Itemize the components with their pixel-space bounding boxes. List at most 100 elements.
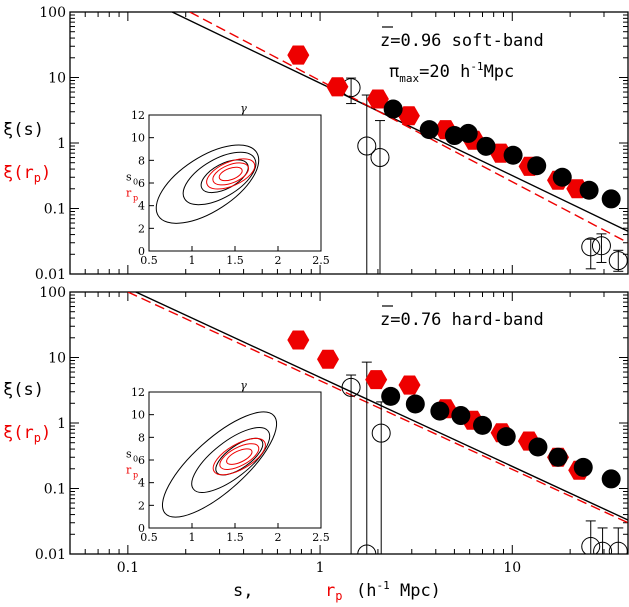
black-circle-point (579, 180, 599, 200)
y-label-xi-s: ξ(s) (3, 380, 44, 400)
y-tick-label: 1 (57, 136, 66, 152)
inset-s0-label: s (126, 447, 132, 460)
inset-gamma-label: γ (240, 379, 247, 392)
open-circle-point (608, 251, 628, 271)
inset-contour-rp (226, 448, 253, 465)
inset-s0-label: s (126, 170, 132, 183)
power-law-fit-s (171, 12, 628, 232)
y-tick-label: 10 (48, 351, 66, 367)
y-label-xi-rp: ξ(rp) (3, 163, 51, 185)
black-circle-point (601, 469, 621, 489)
open-circle-point (593, 541, 613, 554)
inset-x-tick-label: 1 (189, 531, 196, 544)
black-circle-point (419, 120, 439, 140)
black-circle-point (601, 189, 621, 209)
y-label-xi-r: ξ(r (3, 163, 34, 183)
plot-area (127, 292, 628, 554)
x-tick-label: 0.1 (117, 560, 139, 576)
open-circle-point (581, 237, 601, 257)
inset-y-tick-label: 2 (138, 499, 145, 512)
y-tick-label: 1 (57, 416, 66, 432)
y-label-xi-r: ξ(r (3, 423, 34, 443)
x-units-h: (h (356, 581, 376, 601)
open-circle-point (341, 377, 361, 397)
inset-contour-rp (218, 166, 243, 182)
black-circle-point (503, 145, 523, 165)
y-tick-label: 0.1 (44, 202, 66, 218)
inset-contour-s (215, 437, 264, 476)
inset-contour-rp (219, 443, 260, 470)
y-tick-label: 100 (39, 285, 66, 301)
y-tick-label: 100 (39, 5, 66, 21)
open-circle-point (357, 136, 377, 156)
power-law-fit-rp (127, 292, 628, 524)
pi-unit: Mpc (484, 62, 515, 82)
x-tick-label: 1 (316, 560, 325, 576)
inset-x-tick-label: 1.5 (226, 531, 244, 544)
x-label-rp: rp (325, 581, 342, 603)
bottom-annotation: z=0.76 hard-band (380, 305, 544, 330)
inset-frame (148, 391, 322, 529)
black-circle-point (473, 415, 493, 435)
x-units-exponent: -1 (376, 579, 389, 592)
black-circle-point (548, 447, 568, 467)
x-label-s: s, (233, 581, 253, 601)
inset-x-tick-label: 2.5 (312, 531, 330, 544)
y-label-p-subscript: p (34, 171, 41, 185)
inset-rp-label: r (126, 186, 132, 199)
top-annotation-line2: πmax=20 h-1Mpc (389, 60, 514, 85)
inset-contour-s (155, 144, 260, 224)
red-hexagon-point (287, 330, 310, 350)
inset-y-tick-label: 2 (138, 222, 145, 235)
inset-y-tick-label: 0 (138, 245, 145, 258)
y-label-close: ) (41, 423, 51, 443)
x-tick-label: 10 (503, 560, 521, 576)
open-circle-point (591, 236, 611, 256)
inset-y-tick-label: 4 (138, 477, 145, 490)
red-hexagon-point (326, 77, 349, 97)
black-circle-point (405, 394, 425, 414)
inset-s0-subscript: 0 (133, 454, 138, 463)
y-label-xi-s: ξ(s) (3, 120, 44, 140)
bottom-annotation-line1: z=0.76 hard-band (380, 310, 544, 330)
inset-y-tick-label: 4 (138, 200, 145, 213)
inset-contour-s (182, 151, 257, 206)
bottom-panel: 0.01 0.1 1 10 100 0.1 1 10 0.5 1 1.5 2 2.5 0 2 4 6 8 10 12 γ… (35, 285, 629, 576)
inset-y-tick-label: 0 (138, 522, 145, 535)
black-circle-point (430, 401, 450, 421)
black-circle-point (552, 167, 572, 187)
y-tick-label: 10 (48, 71, 66, 87)
inset-y-tick-label: 12 (131, 386, 145, 399)
inset-x-tick-label: 1 (189, 254, 196, 267)
black-circle-point (528, 437, 548, 457)
x-axis-label: s, rp (h-1 Mpc) (233, 579, 441, 603)
black-circle-point (527, 156, 547, 176)
x-label-p-subscript: p (335, 589, 342, 603)
pi-value: =20 h (419, 62, 470, 82)
bottom-y-axis-labels: ξ(s) ξ(rp) (3, 380, 51, 445)
inset-contour-rp (212, 162, 250, 186)
x-label-units: (h-1 Mpc) (356, 579, 441, 601)
red-hexagon-point (397, 106, 420, 126)
y-label-p-subscript: p (34, 431, 41, 445)
inset-x-tick-label: 2 (275, 254, 282, 267)
inset-contour-rp (206, 158, 256, 190)
power-law-fit-s (135, 292, 628, 521)
red-hexagon-point (365, 370, 388, 390)
inset-y-tick-label: 8 (138, 431, 145, 444)
open-circle-point (357, 544, 377, 554)
black-circle-point (458, 123, 478, 143)
inset-contour-s (191, 427, 271, 493)
open-circle-point (608, 541, 628, 554)
pi-subscript: max (399, 72, 419, 85)
inset-x-tick-label: 2.5 (312, 254, 330, 267)
y-tick-label: 0.01 (35, 267, 66, 283)
inset-y-tick-label: 12 (131, 109, 145, 122)
red-hexagon-point (398, 375, 421, 395)
inset-y-tick-label: 10 (131, 132, 145, 145)
y-tick-label: 0.01 (35, 547, 66, 563)
top-annotation: z=0.96 soft-band πmax=20 h-1Mpc (380, 26, 544, 85)
black-circle-point (451, 406, 471, 426)
